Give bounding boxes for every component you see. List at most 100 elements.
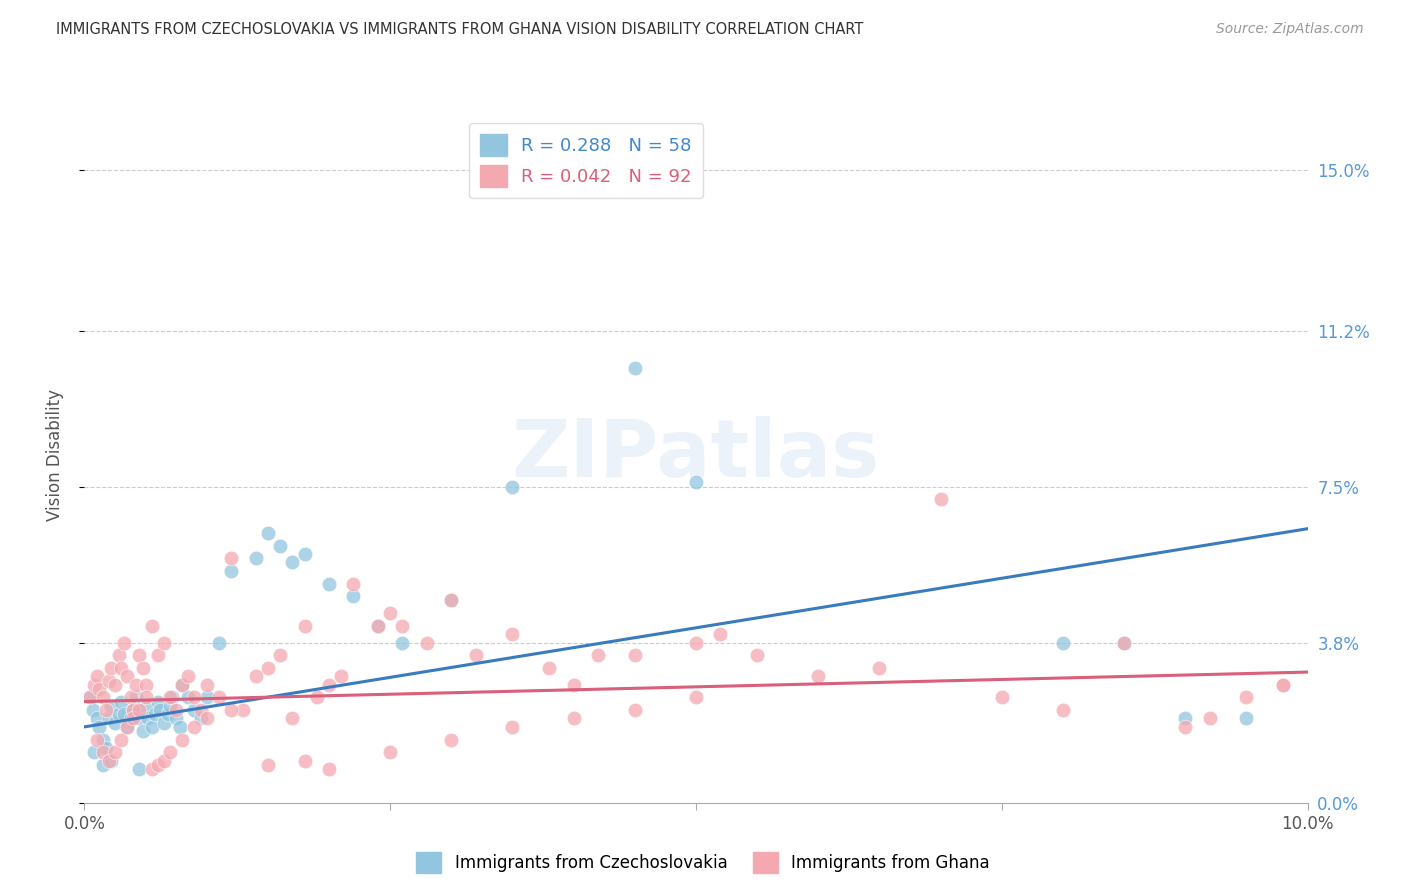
Point bbox=[141, 618, 163, 632]
Point bbox=[318, 762, 340, 776]
Point bbox=[83, 745, 105, 759]
Point bbox=[79, 690, 101, 705]
Point bbox=[1114, 635, 1136, 649]
Point bbox=[391, 635, 413, 649]
Point bbox=[135, 678, 157, 692]
Point bbox=[159, 745, 181, 759]
Y-axis label: Vision Disability: Vision Disability bbox=[45, 389, 63, 521]
Point bbox=[97, 673, 120, 688]
Point bbox=[122, 703, 145, 717]
Point bbox=[208, 635, 231, 649]
Point bbox=[132, 661, 155, 675]
Point bbox=[110, 695, 132, 709]
Point bbox=[502, 720, 524, 734]
Point bbox=[305, 690, 328, 705]
Point bbox=[232, 703, 254, 717]
Point bbox=[502, 627, 524, 641]
Point bbox=[135, 690, 157, 705]
Point bbox=[159, 698, 181, 713]
Point bbox=[257, 661, 280, 675]
Point bbox=[86, 711, 108, 725]
Point bbox=[624, 361, 647, 376]
Point bbox=[245, 669, 267, 683]
Point bbox=[135, 698, 157, 713]
Point bbox=[83, 678, 105, 692]
Point bbox=[97, 711, 120, 725]
Point bbox=[177, 690, 200, 705]
Point bbox=[464, 648, 486, 663]
Point bbox=[141, 720, 163, 734]
Point bbox=[1174, 720, 1197, 734]
Point bbox=[149, 703, 172, 717]
Point bbox=[183, 703, 205, 717]
Point bbox=[294, 754, 316, 768]
Point bbox=[100, 754, 122, 768]
Point bbox=[183, 720, 205, 734]
Point bbox=[624, 648, 647, 663]
Point bbox=[1052, 703, 1074, 717]
Point bbox=[153, 635, 176, 649]
Point bbox=[104, 715, 127, 730]
Point bbox=[112, 707, 135, 722]
Point bbox=[709, 627, 731, 641]
Point bbox=[79, 690, 101, 705]
Point bbox=[245, 551, 267, 566]
Point bbox=[190, 711, 212, 725]
Point bbox=[112, 635, 135, 649]
Point bbox=[416, 635, 439, 649]
Point bbox=[562, 678, 585, 692]
Point bbox=[318, 576, 340, 591]
Point bbox=[132, 724, 155, 739]
Point bbox=[190, 703, 212, 717]
Point bbox=[281, 556, 304, 570]
Point bbox=[281, 711, 304, 725]
Point bbox=[747, 648, 769, 663]
Point bbox=[128, 711, 150, 725]
Point bbox=[685, 690, 707, 705]
Point bbox=[269, 648, 291, 663]
Point bbox=[96, 703, 118, 717]
Legend: R = 0.288   N = 58, R = 0.042   N = 92: R = 0.288 N = 58, R = 0.042 N = 92 bbox=[470, 123, 703, 198]
Point bbox=[1272, 678, 1295, 692]
Point bbox=[172, 678, 194, 692]
Point bbox=[440, 593, 463, 607]
Point bbox=[1174, 711, 1197, 725]
Point bbox=[183, 690, 205, 705]
Point bbox=[122, 711, 145, 725]
Point bbox=[624, 703, 647, 717]
Point bbox=[929, 492, 952, 507]
Point bbox=[1114, 635, 1136, 649]
Point bbox=[1236, 711, 1258, 725]
Point bbox=[162, 690, 184, 705]
Point bbox=[136, 711, 159, 725]
Point bbox=[807, 669, 830, 683]
Point bbox=[128, 648, 150, 663]
Point bbox=[156, 707, 179, 722]
Point bbox=[1236, 690, 1258, 705]
Point bbox=[159, 690, 181, 705]
Point bbox=[141, 762, 163, 776]
Point bbox=[342, 576, 364, 591]
Point bbox=[91, 732, 114, 747]
Legend: Immigrants from Czechoslovakia, Immigrants from Ghana: Immigrants from Czechoslovakia, Immigran… bbox=[409, 846, 997, 880]
Point bbox=[177, 669, 200, 683]
Point bbox=[100, 698, 122, 713]
Point bbox=[146, 757, 169, 772]
Point bbox=[195, 711, 218, 725]
Point bbox=[1052, 635, 1074, 649]
Point bbox=[125, 678, 148, 692]
Point bbox=[330, 669, 353, 683]
Point bbox=[367, 618, 389, 632]
Point bbox=[172, 732, 194, 747]
Point bbox=[380, 745, 402, 759]
Point bbox=[96, 741, 118, 756]
Point bbox=[685, 635, 707, 649]
Point bbox=[143, 707, 166, 722]
Point bbox=[115, 669, 138, 683]
Point bbox=[169, 720, 191, 734]
Point bbox=[257, 757, 280, 772]
Point bbox=[1272, 678, 1295, 692]
Point bbox=[91, 745, 114, 759]
Point bbox=[380, 606, 402, 620]
Point bbox=[125, 690, 148, 705]
